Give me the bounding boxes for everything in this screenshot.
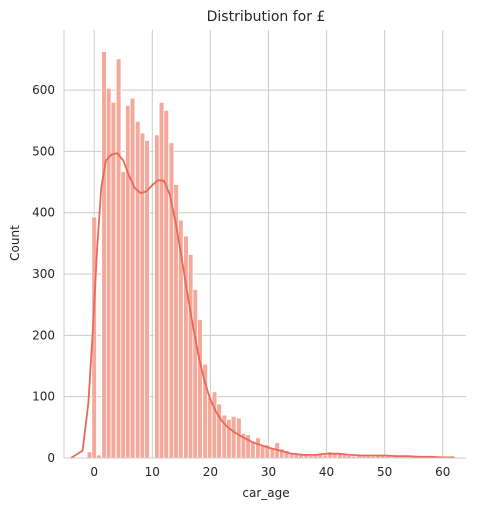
y-tick-label: 500	[32, 144, 55, 158]
kde-curve-group	[70, 152, 455, 459]
histogram-bar	[255, 437, 261, 459]
histogram-bar	[105, 87, 112, 459]
x-tick-label: 60	[435, 465, 450, 479]
histogram-bar	[129, 97, 136, 459]
y-tick-label: 300	[32, 267, 55, 281]
y-tick-label: 0	[47, 451, 55, 465]
histogram-bar	[230, 415, 237, 459]
histogram-bar	[236, 417, 242, 459]
x-tick-label: 30	[261, 465, 276, 479]
histogram-bar	[226, 418, 232, 459]
histogram-bar	[288, 453, 295, 459]
y-axis-label: Count	[8, 225, 22, 261]
histogram-bar	[192, 288, 199, 459]
histogram-bar	[216, 403, 222, 459]
x-tick-label: 50	[377, 465, 392, 479]
histogram-bar	[86, 451, 93, 459]
histogram-bar	[327, 451, 333, 459]
y-tick-label: 600	[32, 83, 55, 97]
histogram-bar	[139, 132, 146, 459]
histogram-bar	[249, 441, 256, 459]
histogram-bar	[207, 396, 213, 459]
histogram-bar	[168, 142, 175, 459]
x-axis-label: car_age	[242, 486, 289, 500]
histogram-bar	[134, 120, 141, 459]
histogram-bar	[158, 101, 165, 459]
histogram-bar	[120, 171, 127, 459]
histogram-bar	[187, 254, 194, 459]
y-tick-label: 400	[32, 206, 55, 220]
y-tick-label: 100	[32, 390, 55, 404]
x-tick-label: 0	[90, 465, 98, 479]
histogram-bar	[115, 58, 122, 459]
y-tick-labels: 0 100 200 300 400 500 600	[32, 83, 55, 465]
x-tick-label: 40	[319, 465, 334, 479]
histogram-bar	[163, 109, 170, 459]
chart-title: Distribution for £	[207, 9, 326, 25]
histogram-bar	[125, 105, 131, 459]
histogram-bar	[211, 391, 218, 459]
x-tick-label: 10	[145, 465, 160, 479]
x-tick-label: 20	[203, 465, 218, 479]
histogram-bar	[197, 319, 203, 459]
kde-curve	[70, 152, 455, 459]
y-tick-label: 200	[32, 328, 55, 342]
axis-spines	[63, 30, 466, 459]
histogram-bar	[259, 445, 266, 459]
histogram-bar	[101, 51, 107, 459]
x-tick-labels: 0 10 20 30 40 50 60	[90, 465, 450, 479]
